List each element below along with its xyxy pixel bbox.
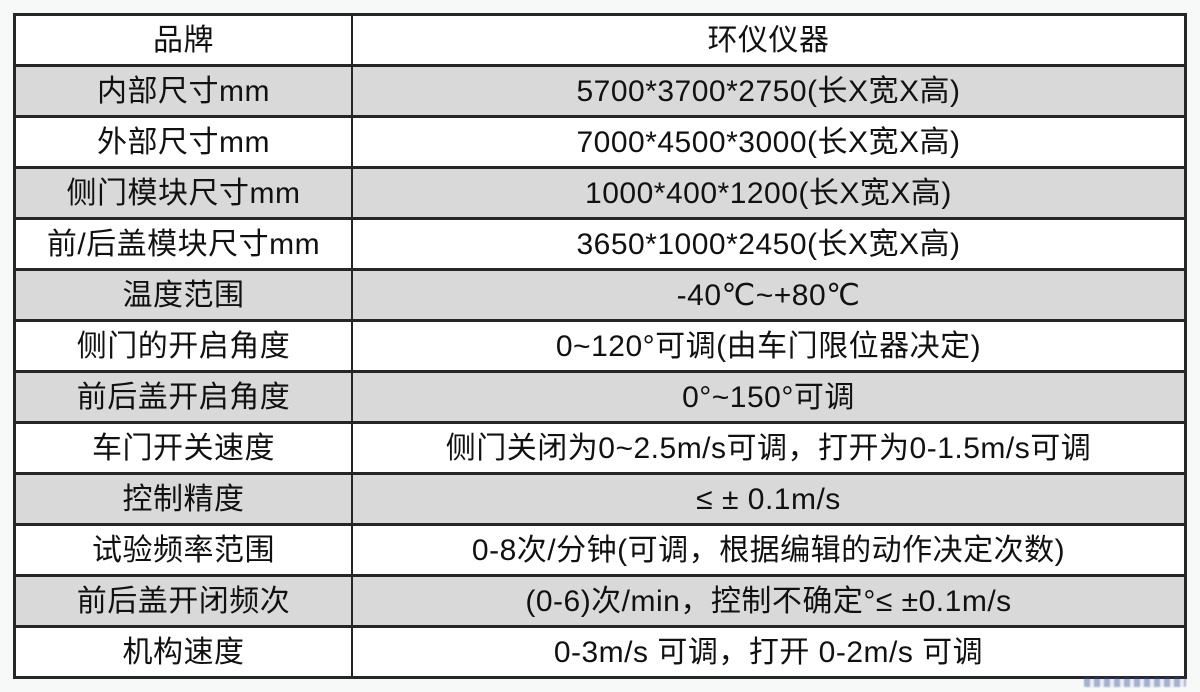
row-value: -40℃~+80℃ — [676, 278, 861, 312]
table-row: 前后盖开闭频次 (0-6)次/min，控制不确定°≤ ±0.1m/s — [16, 574, 1184, 625]
row-label: 侧门的开启角度 — [16, 322, 353, 370]
row-value: 0-3m/s 可调，打开 0-2m/s 可调 — [553, 635, 984, 669]
table-row: 温度范围 -40℃~+80℃ — [16, 268, 1184, 319]
table-row: 侧门模块尺寸mm 1000*400*1200(长X宽X高) — [16, 166, 1184, 217]
row-label: 试验频率范围 — [16, 526, 353, 574]
row-value: 3650*1000*2450(长X宽X高) — [576, 227, 961, 261]
table-row: 机构速度 0-3m/s 可调，打开 0-2m/s 可调 — [16, 625, 1184, 676]
table-header-row: 品牌 环仪仪器 — [16, 16, 1184, 64]
row-value: 1000*400*1200(长X宽X高) — [585, 176, 952, 210]
table-row: 控制精度 ≤ ± 0.1m/s — [16, 472, 1184, 523]
row-value: 0~120°可调(由车门限位器决定) — [555, 329, 982, 363]
row-label: 内部尺寸mm — [16, 67, 353, 115]
row-value: (0-6)次/min，控制不确定°≤ ±0.1m/s — [525, 584, 1012, 618]
header-brand-value: 环仪仪器 — [707, 23, 830, 57]
row-label: 控制精度 — [16, 475, 353, 523]
row-label: 前后盖开启角度 — [16, 373, 353, 421]
row-label: 温度范围 — [16, 271, 353, 319]
table-row: 前后盖开启角度 0°~150°可调 — [16, 370, 1184, 421]
table-row: 侧门的开启角度 0~120°可调(由车门限位器决定) — [16, 319, 1184, 370]
table-row: 内部尺寸mm 5700*3700*2750(长X宽X高) — [16, 64, 1184, 115]
row-value: 5700*3700*2750(长X宽X高) — [576, 74, 961, 108]
row-label: 侧门模块尺寸mm — [16, 169, 353, 217]
header-brand-label: 品牌 — [16, 16, 353, 64]
row-label: 外部尺寸mm — [16, 118, 353, 166]
table-row: 车门开关速度 侧门关闭为0~2.5m/s可调，打开为0-1.5m/s可调 — [16, 421, 1184, 472]
row-value: 0-8次/分钟(可调，根据编辑的动作决定次数) — [471, 533, 1066, 567]
row-value: ≤ ± 0.1m/s — [696, 482, 841, 516]
spec-table: 品牌 环仪仪器 内部尺寸mm 5700*3700*2750(长X宽X高) 外部尺… — [13, 13, 1187, 679]
row-value: 7000*4500*3000(长X宽X高) — [576, 125, 961, 159]
table-row: 前/后盖模块尺寸mm 3650*1000*2450(长X宽X高) — [16, 217, 1184, 268]
row-value: 0°~150°可调 — [682, 380, 855, 414]
row-label: 车门开关速度 — [16, 424, 353, 472]
table-row: 外部尺寸mm 7000*4500*3000(长X宽X高) — [16, 115, 1184, 166]
row-label: 机构速度 — [16, 628, 353, 676]
table-row: 试验频率范围 0-8次/分钟(可调，根据编辑的动作决定次数) — [16, 523, 1184, 574]
row-label: 前后盖开闭频次 — [16, 577, 353, 625]
row-label: 前/后盖模块尺寸mm — [16, 220, 353, 268]
row-value: 侧门关闭为0~2.5m/s可调，打开为0-1.5m/s可调 — [445, 431, 1092, 465]
